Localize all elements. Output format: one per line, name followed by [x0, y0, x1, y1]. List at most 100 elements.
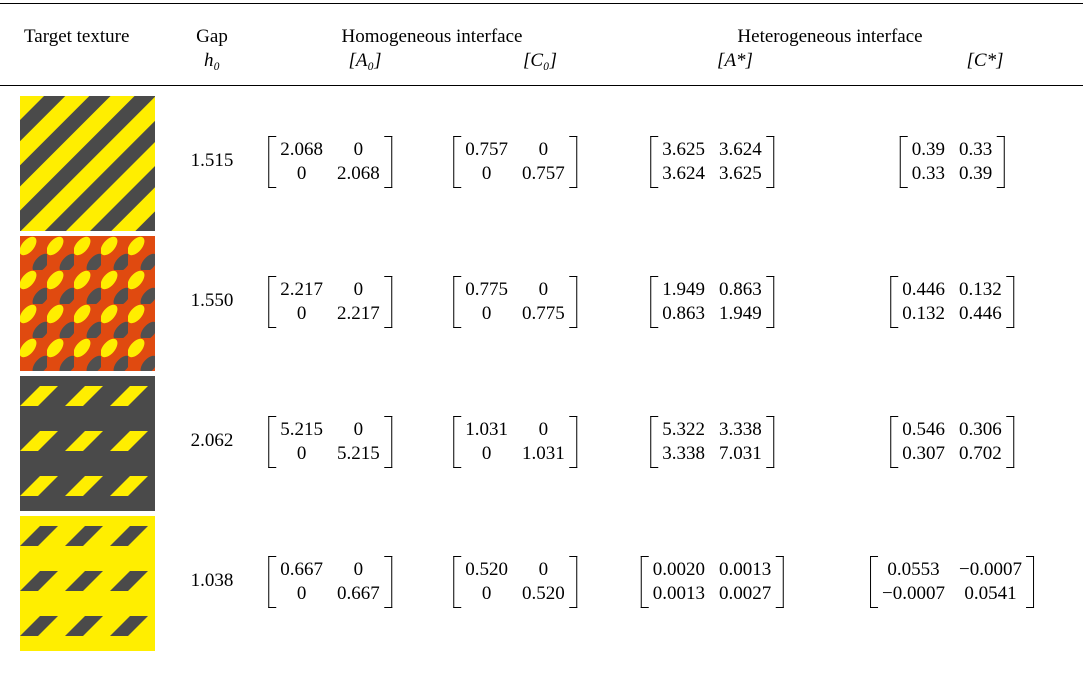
matrix-entry: 3.625 — [719, 162, 762, 186]
header-gap: Gap — [196, 26, 228, 48]
header-gap-symbol: h₀ — [204, 50, 220, 72]
header-homogeneous: Homogeneous interface — [342, 26, 523, 48]
matrix-entry: 0.0020 — [653, 558, 705, 582]
gap-value: 1.038 — [191, 570, 234, 592]
matrix-entry: 0 — [465, 162, 508, 186]
matrix-entry: 0 — [280, 162, 323, 186]
matrix-entry: 0.446 — [959, 302, 1002, 326]
matrix-entry: 0 — [280, 442, 323, 466]
matrix-entry: 0.757 — [465, 138, 508, 162]
matrix-entry: 0.306 — [959, 418, 1002, 442]
matrix-entry: 0.0541 — [959, 582, 1022, 606]
matrix-entry: 0 — [337, 418, 380, 442]
matrix-entry: 0.0027 — [719, 582, 771, 606]
matrix-entry: 0 — [522, 558, 565, 582]
matrix-entry: 1.949 — [662, 278, 705, 302]
matrix-entry: 3.624 — [662, 162, 705, 186]
matrix-entry: 3.624 — [719, 138, 762, 162]
matrix-entry: 2.217 — [337, 302, 380, 326]
header-rule — [0, 85, 1083, 86]
gap-value: 1.515 — [191, 150, 234, 172]
gap-value: 1.550 — [191, 290, 234, 312]
matrix-entry: 1.031 — [522, 442, 565, 466]
matrix-entry: 0 — [465, 442, 508, 466]
texture-parallelograms-gray — [20, 376, 155, 511]
matrix-entry: 0.863 — [662, 302, 705, 326]
matrix-entry: 0.39 — [959, 162, 992, 186]
matrix-entry: 0.307 — [902, 442, 945, 466]
matrix-entry: 0.0553 — [882, 558, 945, 582]
matrix-entry: 5.215 — [337, 442, 380, 466]
matrix-entry: 0 — [280, 302, 323, 326]
matrix-entry: 0.863 — [719, 278, 762, 302]
header-a0: [A₀] — [349, 50, 382, 72]
matrix-entry: 1.031 — [465, 418, 508, 442]
gap-value: 2.062 — [191, 430, 234, 452]
matrix-entry: 0 — [337, 138, 380, 162]
matrix-entry: 0 — [522, 138, 565, 162]
matrix-entry: 0.132 — [902, 302, 945, 326]
header-c-star: [C*] — [967, 50, 1004, 72]
matrix-entry: 5.322 — [662, 418, 705, 442]
matrix-entry: 0 — [465, 582, 508, 606]
matrix-entry: 0.39 — [912, 138, 945, 162]
matrix-entry: 7.031 — [719, 442, 762, 466]
top-rule — [0, 3, 1083, 4]
texture-stripes — [20, 96, 155, 231]
header-c0: [C₀] — [523, 50, 557, 72]
matrix-entry: 0.702 — [959, 442, 1002, 466]
matrix-entry: 0.446 — [902, 278, 945, 302]
matrix-entry: 0.520 — [522, 582, 565, 606]
matrix-entry: 1.949 — [719, 302, 762, 326]
header-heterogeneous: Heterogeneous interface — [737, 26, 922, 48]
matrix-entry: 2.068 — [280, 138, 323, 162]
texture-ellipses — [20, 236, 155, 371]
matrix-entry: 3.338 — [719, 418, 762, 442]
matrix-entry: −0.0007 — [882, 582, 945, 606]
matrix-entry: −0.0007 — [959, 558, 1022, 582]
matrix-entry: 0 — [337, 278, 380, 302]
matrix-entry: 0.33 — [959, 138, 992, 162]
matrix-entry: 0.667 — [280, 558, 323, 582]
matrix-entry: 0 — [522, 418, 565, 442]
matrix-entry: 0.775 — [522, 302, 565, 326]
page: Target texture Gap h₀ Homogeneous interf… — [0, 0, 1083, 679]
matrix-entry: 2.068 — [337, 162, 380, 186]
texture-parallelograms-yellow — [20, 516, 155, 651]
matrix-entry: 0.775 — [465, 278, 508, 302]
matrix-entry: 0 — [337, 558, 380, 582]
matrix-entry: 0 — [465, 302, 508, 326]
matrix-entry: 0 — [280, 582, 323, 606]
matrix-entry: 0.667 — [337, 582, 380, 606]
matrix-c-star: 0.546 0.306 0.307 0.702 — [890, 416, 1014, 468]
matrix-entry: 0.0013 — [653, 582, 705, 606]
matrix-entry: 0 — [522, 278, 565, 302]
matrix-entry: 0.546 — [902, 418, 945, 442]
matrix-entry: 0.33 — [912, 162, 945, 186]
matrix-entry: 0.0013 — [719, 558, 771, 582]
matrix-entry: 5.215 — [280, 418, 323, 442]
header-a-star: [A*] — [717, 50, 753, 72]
matrix-entry: 3.338 — [662, 442, 705, 466]
header-texture: Target texture — [24, 26, 129, 48]
matrix-entry: 0.757 — [522, 162, 565, 186]
matrix-entry: 0.132 — [959, 278, 1002, 302]
matrix-entry: 2.217 — [280, 278, 323, 302]
matrix-entry: 3.625 — [662, 138, 705, 162]
matrix-entry: 0.520 — [465, 558, 508, 582]
